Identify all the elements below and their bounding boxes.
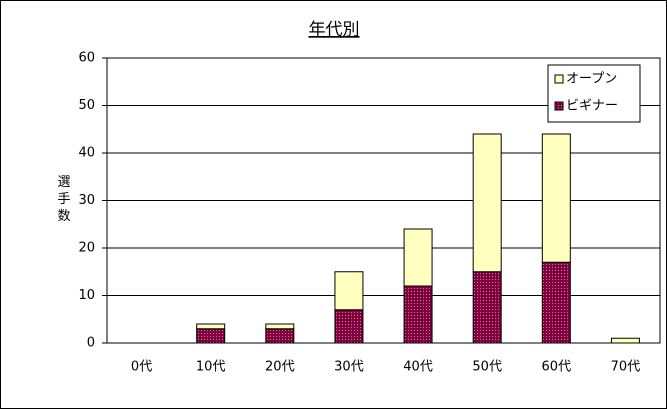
bar-segment bbox=[403, 285, 433, 344]
y-axis-label: 選手数 bbox=[55, 175, 71, 226]
y-tick-label: 0 bbox=[87, 336, 95, 351]
y-tick-label: 40 bbox=[78, 146, 95, 161]
bar-segment bbox=[403, 228, 433, 287]
bar-segment bbox=[196, 323, 226, 330]
bar-segment bbox=[541, 261, 571, 344]
bar-segment bbox=[472, 271, 502, 344]
x-tick-label: 70代 bbox=[611, 360, 641, 375]
legend-label: オープン bbox=[566, 72, 617, 87]
y-tick-label: 30 bbox=[78, 193, 95, 208]
bar-segment bbox=[334, 271, 364, 311]
bar-segment bbox=[541, 133, 571, 263]
bar-segment bbox=[196, 328, 226, 344]
legend-label: ビギナー bbox=[566, 99, 618, 114]
x-tick-label: 0代 bbox=[131, 360, 152, 375]
x-tick-label: 50代 bbox=[472, 360, 502, 375]
legend-swatch bbox=[554, 74, 564, 84]
x-tick-label: 10代 bbox=[196, 360, 226, 375]
y-tick-label: 10 bbox=[78, 288, 95, 303]
bar-segment bbox=[265, 323, 295, 330]
bar-segment bbox=[265, 328, 295, 344]
x-tick-label: 20代 bbox=[265, 360, 295, 375]
x-tick-label: 40代 bbox=[403, 360, 433, 375]
y-tick-label: 60 bbox=[78, 51, 95, 66]
y-tick-label: 50 bbox=[78, 98, 95, 113]
x-tick-label: 60代 bbox=[542, 360, 572, 375]
bar-segment bbox=[334, 309, 364, 344]
chart-title: 年代別 bbox=[309, 20, 360, 40]
legend-swatch bbox=[554, 101, 564, 111]
x-tick-label: 30代 bbox=[334, 360, 364, 375]
bar-segment bbox=[610, 337, 640, 344]
bar-segment bbox=[472, 133, 502, 273]
y-tick-label: 20 bbox=[78, 241, 95, 256]
